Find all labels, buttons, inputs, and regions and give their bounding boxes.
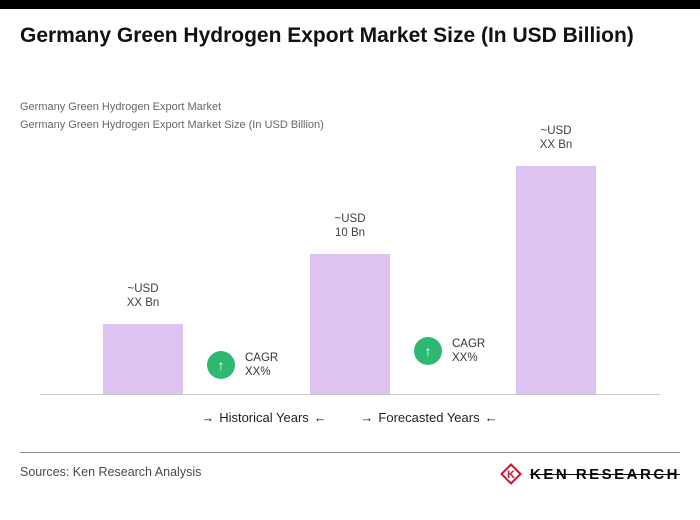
growth-up-arrow-icon: ↑ <box>207 351 235 379</box>
left-arrow-icon: ← <box>484 410 498 425</box>
cagr-badge-1: ↑ CAGR XX% <box>207 350 278 380</box>
cagr-value: XX% <box>245 366 271 378</box>
bar-label-line1: ~USD <box>127 283 159 295</box>
sources-text: Sources: Ken Research Analysis <box>20 465 202 479</box>
cagr-badge-2: ↑ CAGR XX% <box>414 336 485 366</box>
cagr-text-2: CAGR XX% <box>452 337 485 365</box>
axis-annotation-text: Historical Years <box>219 410 309 425</box>
cagr-label: CAGR <box>452 338 486 350</box>
growth-up-arrow-icon: ↑ <box>414 337 442 365</box>
footer-divider <box>20 452 680 453</box>
bar-value-label-3: ~USD XX Bn <box>476 124 636 152</box>
up-arrow-glyph: ↑ <box>217 357 225 373</box>
axis-annotation-text: Forecasted Years <box>378 410 480 425</box>
right-arrow-icon: → <box>201 410 215 425</box>
chart-subtitle-line1: Germany Green Hydrogen Export Market <box>20 101 222 113</box>
bar-value-label-1: ~USD XX Bn <box>63 282 223 310</box>
cagr-text-1: CAGR XX% <box>245 351 278 379</box>
bar-label-line2: 10 Bn <box>334 227 366 239</box>
axis-annotation-historical: → Historical Years ← <box>164 409 364 427</box>
top-black-bar <box>0 0 700 9</box>
bar-label-line2: XX Bn <box>539 139 573 151</box>
bar-historical <box>103 324 183 394</box>
bar-label-line1: ~USD <box>334 213 366 225</box>
left-arrow-icon: ← <box>313 410 327 425</box>
bar-label-line1: ~USD <box>540 125 572 137</box>
ken-research-logo: K KEN RESEARCH <box>500 461 680 487</box>
right-arrow-icon: → <box>360 410 374 425</box>
page-title: Germany Green Hydrogen Export Market Siz… <box>20 24 634 47</box>
bar-label-line2: XX Bn <box>126 297 160 309</box>
bar-value-label-2: ~USD 10 Bn <box>270 212 430 240</box>
logo-letter: K <box>507 469 515 481</box>
ken-research-logo-icon: K <box>500 463 522 485</box>
bar-middle <box>310 254 390 394</box>
cagr-label: CAGR <box>245 352 279 364</box>
chart-subtitle-line2: Germany Green Hydrogen Export Market Siz… <box>20 119 324 131</box>
logo-text: KEN RESEARCH <box>529 465 680 483</box>
axis-annotation-forecasted: → Forecasted Years ← <box>329 409 529 427</box>
bar-chart: ~USD XX Bn ~USD 10 Bn ~USD XX Bn ↑ CAGR … <box>40 125 660 395</box>
bar-forecast <box>516 166 596 394</box>
cagr-value: XX% <box>452 352 478 364</box>
up-arrow-glyph: ↑ <box>424 343 432 359</box>
